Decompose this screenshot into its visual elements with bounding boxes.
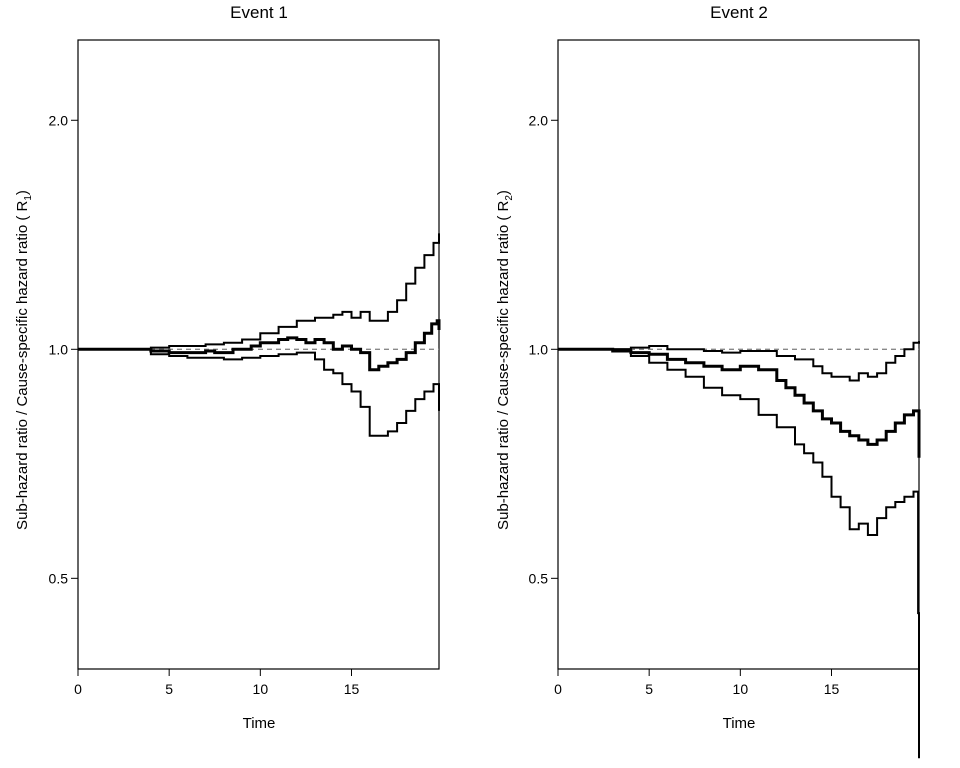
plot-frame [77,39,440,670]
x-tick-label: 0 [554,681,562,697]
y-axis-label: Sub-hazard ratio / Cause-specific hazard… [495,190,515,530]
x-axis: 0 5 10 15 [554,669,839,697]
x-tick-label: 0 [74,681,82,697]
x-axis-label: Time [723,715,756,732]
y-axis: 0.5 1.0 2.0 [529,112,558,586]
panel-title: Event 1 [230,3,288,22]
series-group [558,341,921,759]
series-lower-line [78,348,440,437]
y-tick-label: 1.0 [49,341,69,357]
y-tick-label: 0.5 [49,570,69,586]
series-upper-line [78,233,440,351]
series-lower-line [558,348,920,759]
y-axis-label-subscript: 2 [504,195,515,201]
y-tick-label: 2.0 [529,112,549,128]
plot-frame [557,39,920,670]
x-tick-label: 5 [165,681,173,697]
y-axis-label-main: Sub-hazard ratio / Cause-specific hazard… [14,200,31,529]
y-axis-label-subscript: 1 [23,195,34,201]
x-tick-label: 15 [824,681,840,697]
y-axis-label-main: Sub-hazard ratio / Cause-specific hazard… [495,200,512,529]
x-axis: 0 5 10 15 [74,669,359,697]
panel-event-2: Event 2 0 5 10 15 0.5 1.0 2.0 Time Sub-hazard… [495,3,921,759]
y-tick-label: 0.5 [529,570,549,586]
panel-title: Event 2 [710,3,768,22]
x-tick-label: 5 [645,681,653,697]
panel-event-1: Event 1 0 5 10 15 0.5 1.0 2.0 Time Sub-hazard… [14,3,441,732]
series-upper-line [558,341,920,382]
x-tick-label: 10 [253,681,269,697]
x-axis-label: Time [243,715,276,732]
y-tick-label: 1.0 [529,341,549,357]
series-estimate-line [78,319,441,372]
series-group [78,233,441,437]
x-tick-label: 15 [344,681,360,697]
y-axis-label: Sub-hazard ratio / Cause-specific hazard… [14,190,34,530]
y-axis-label-end: ) [495,190,512,195]
y-tick-label: 2.0 [49,112,69,128]
y-axis: 0.5 1.0 2.0 [49,112,78,586]
series-estimate-line [558,347,921,458]
x-tick-label: 10 [733,681,749,697]
y-axis-label-end: ) [14,190,31,195]
